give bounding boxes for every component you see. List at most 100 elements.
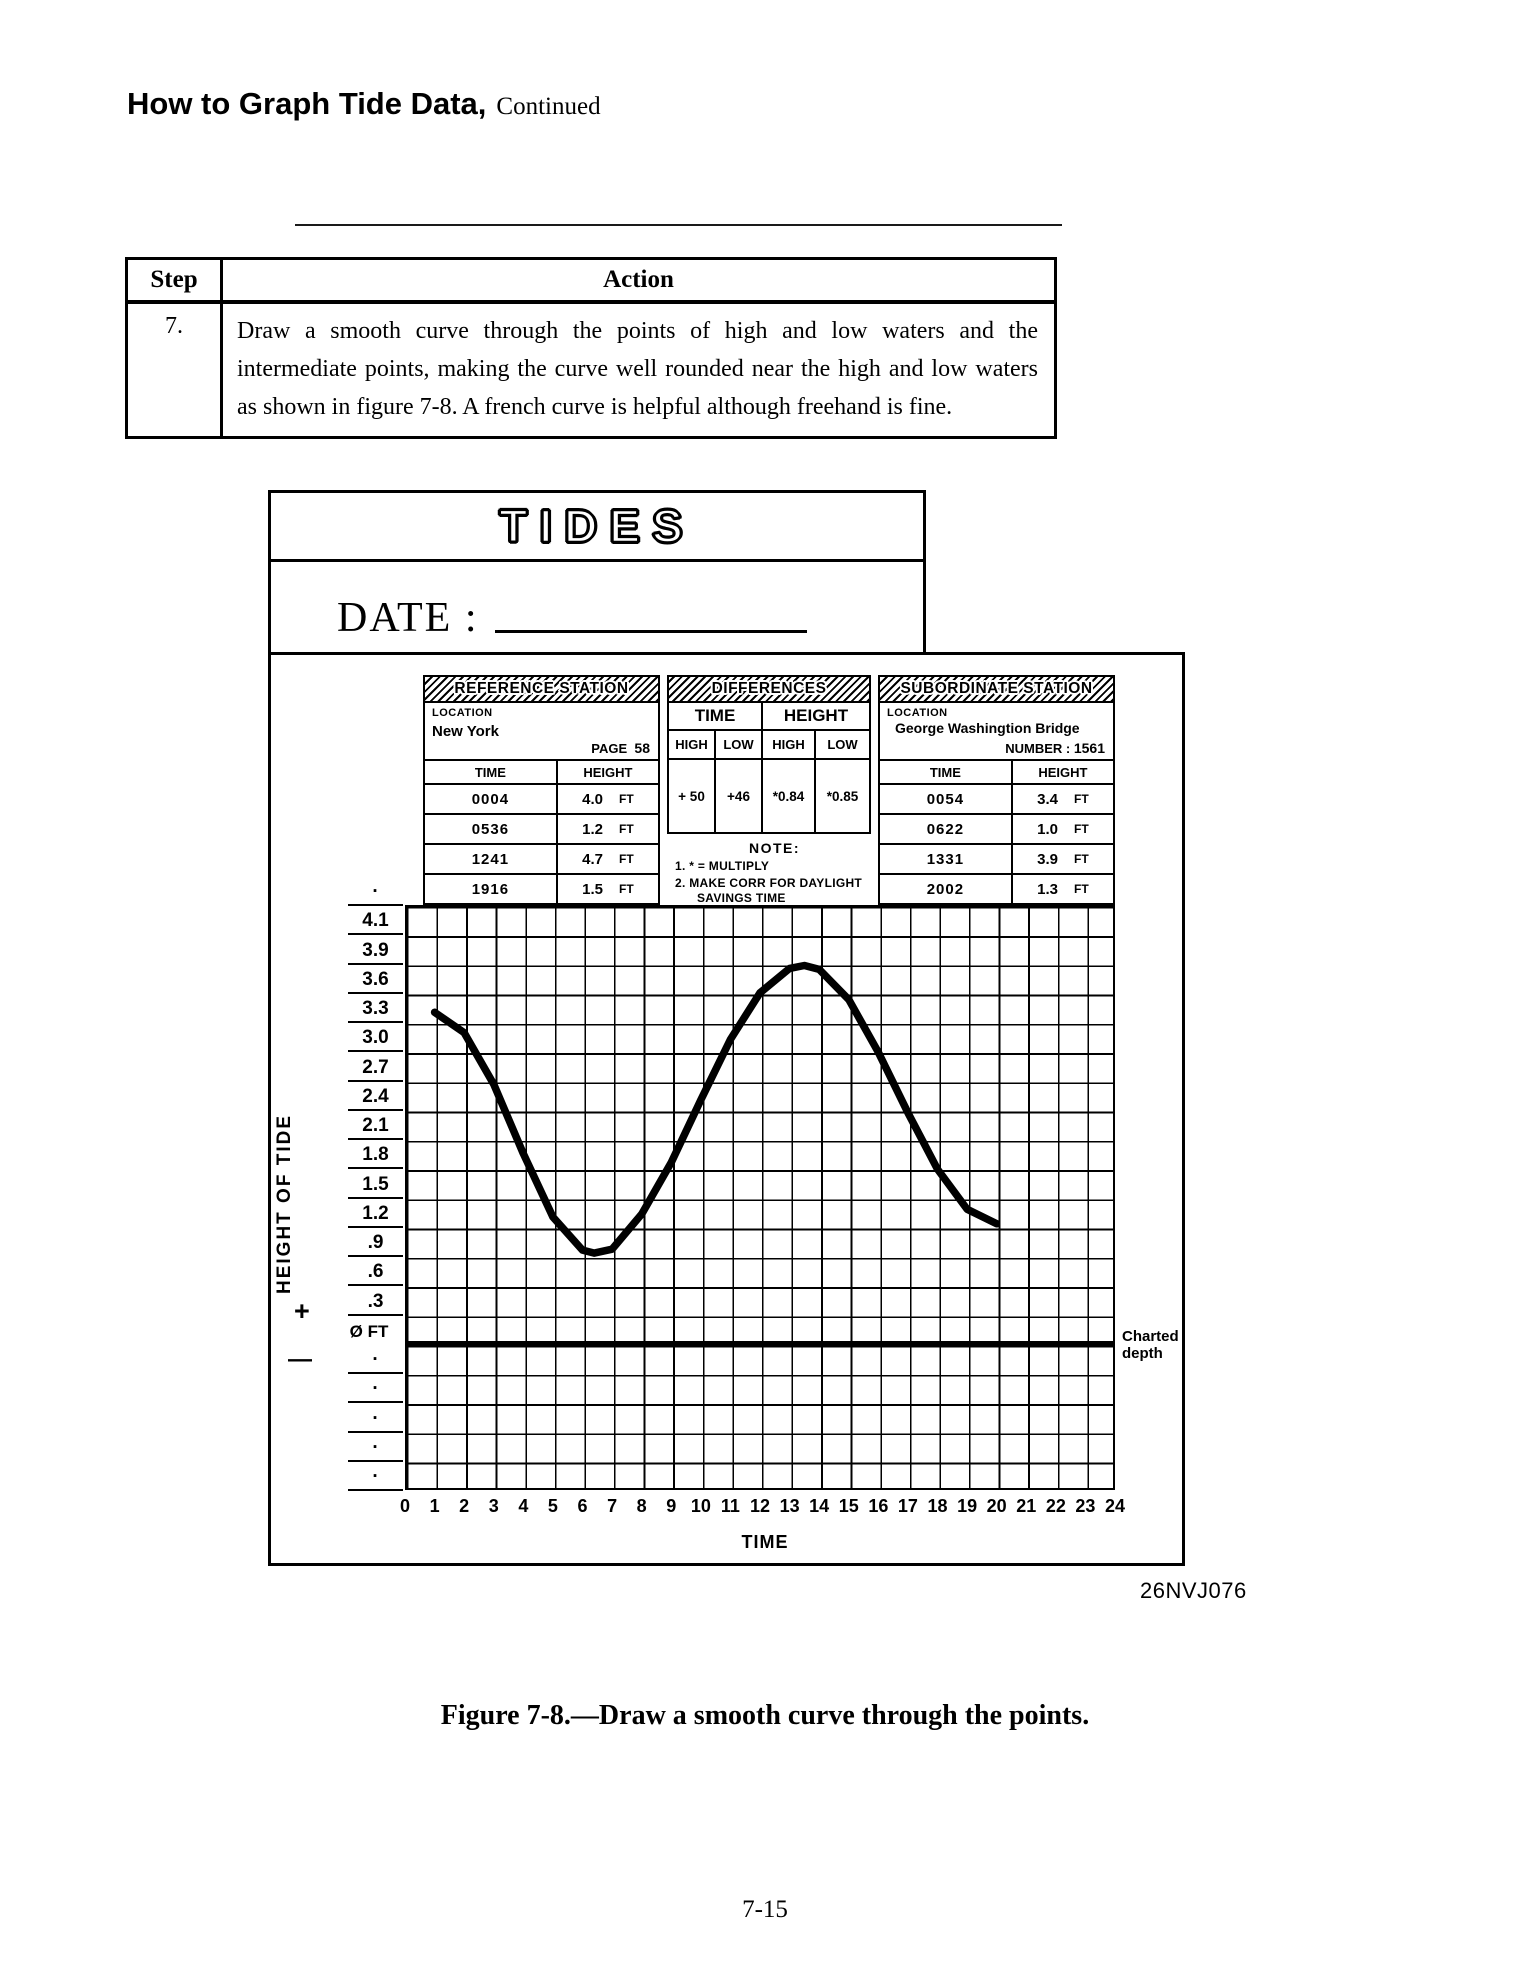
location-value: George Washingtion Bridge (895, 720, 1080, 736)
y-axis-label: 2.1 (362, 1115, 389, 1136)
page-title: How to Graph Tide Data, Continued (127, 86, 601, 122)
y-tick-line (348, 1108, 403, 1111)
y-tick-line (348, 1430, 403, 1433)
table-row: 7. Draw a smooth curve through the point… (128, 304, 1054, 436)
x-axis-label: 11 (720, 1496, 740, 1516)
tide-curve (430, 961, 1001, 1257)
x-axis-label: 8 (636, 1496, 647, 1516)
height-unit: FT (1073, 792, 1089, 806)
height-column-header: HEIGHT (1038, 764, 1088, 780)
time-column-header: TIME (425, 761, 558, 783)
tide-time-value: 2002 (880, 875, 1013, 903)
y-axis-label: · (372, 881, 379, 902)
x-axis-label: 15 (838, 1496, 859, 1516)
note-block: NOTE: 1. * = MULTIPLY 2. MAKE CORR FOR D… (667, 840, 882, 905)
x-axis-label: 7 (607, 1496, 618, 1516)
height-unit: FT (1073, 852, 1089, 866)
height-unit: FT (618, 792, 634, 806)
figure-frame-right (1182, 652, 1185, 1566)
figure-separator-line (268, 652, 1185, 655)
tide-time-value: 1241 (425, 845, 558, 873)
y-tick-line (348, 1372, 403, 1374)
high-low-header-row: HIGH LOW HIGH LOW (669, 731, 869, 760)
y-tick-line (348, 991, 403, 994)
reference-location-block: LOCATION New York PAGE 58 (425, 703, 658, 761)
tide-height-value: 4.0 (582, 790, 603, 808)
y-axis-label: 1.8 (362, 1144, 389, 1166)
page-title-continued: Continued (496, 93, 601, 120)
subordinate-station-box: SUBORDINATE STATION LOCATION George Wash… (878, 675, 1115, 905)
figure-frame-bottom (268, 1563, 1185, 1566)
note-line-3: SAVINGS TIME (697, 891, 786, 905)
x-axis-label: 14 (809, 1496, 830, 1516)
reference-station-box: REFERENCE STATION LOCATION New York PAGE… (423, 675, 660, 905)
date-blank-line (494, 630, 807, 633)
y-axis-label: .9 (367, 1232, 384, 1253)
time-low-header: LOW (716, 731, 763, 758)
y-tick-line (348, 1138, 403, 1140)
x-axis-label: 9 (666, 1496, 677, 1516)
height-high-value: *0.84 (763, 760, 816, 832)
figure-caption: Figure 7-8.—Draw a smooth curve through … (440, 1700, 1090, 1731)
y-tick-line (348, 1489, 403, 1491)
x-axis-label: 21 (1016, 1496, 1037, 1516)
tides-title: TIDES (498, 499, 695, 554)
x-axis-label: 18 (927, 1496, 948, 1516)
page-title-main: How to Graph Tide Data, (127, 86, 487, 121)
x-axis-label: 16 (868, 1496, 889, 1516)
column-header-row: TIME HEIGHT (425, 761, 658, 785)
tide-table-row: 1916 1.5 FT (425, 875, 658, 903)
page-number: 7-15 (742, 1896, 788, 1923)
tide-table-row: 0536 1.2 FT (425, 815, 658, 845)
x-axis-label: 2 (459, 1496, 470, 1516)
x-axis-label: 19 (957, 1496, 978, 1516)
note-line-2: 2. MAKE CORR FOR DAYLIGHT (675, 876, 863, 890)
y-tick-line (348, 1313, 403, 1316)
time-column-header: TIME (880, 761, 1013, 783)
y-axis-label: 2.4 (362, 1085, 389, 1107)
number-value: 1561 (1073, 740, 1105, 756)
subordinate-location-block: LOCATION George Washingtion Bridge NUMBE… (880, 703, 1113, 761)
note-title: NOTE: (748, 840, 801, 856)
tide-height-cell: 4.7 FT (558, 845, 658, 873)
figure-code: 26NVJ076 (1140, 1578, 1247, 1603)
y-axis-label: 4.1 (362, 910, 389, 932)
tide-time-value: 0536 (425, 815, 558, 843)
x-axis-label: 1 (429, 1496, 440, 1516)
tide-time-value: 1331 (880, 845, 1013, 873)
x-axis-label: 4 (518, 1496, 529, 1516)
location-label: LOCATION (887, 707, 948, 719)
x-axis-label: 10 (690, 1496, 711, 1516)
time-high-value: + 50 (669, 760, 716, 832)
tide-table-row: 1241 4.7 FT (425, 845, 658, 875)
step-number: 7. (128, 304, 223, 436)
tide-height-value: 1.2 (582, 820, 603, 838)
charted-depth-line (405, 1341, 1115, 1346)
differences-box: DIFFERENCES TIME HEIGHT HIGH LOW HIGH LO… (667, 675, 871, 834)
subordinate-station-table: LOCATION George Washingtion Bridge NUMBE… (878, 703, 1115, 905)
tide-height-cell: 3.9 FT (1013, 845, 1113, 873)
x-axis-label: 23 (1075, 1496, 1096, 1516)
station-number: NUMBER : 1561 (1005, 740, 1105, 756)
y-tick-line (348, 1401, 403, 1404)
page-label: PAGE (591, 741, 628, 756)
tide-time-value: 0004 (425, 785, 558, 813)
height-unit: FT (1073, 822, 1089, 836)
tide-height-value: 3.4 (1037, 790, 1058, 808)
height-unit: FT (618, 882, 634, 896)
y-axis-label: 1.2 (362, 1202, 389, 1224)
y-tick-line (348, 1255, 403, 1257)
location-value: New York (432, 723, 499, 740)
tide-height-value: 1.0 (1037, 820, 1058, 838)
plus-sign: + (294, 1296, 310, 1326)
tide-height-cell: 4.0 FT (558, 785, 658, 813)
x-axis-label: 13 (779, 1496, 800, 1516)
x-axis-label: 5 (547, 1496, 558, 1516)
action-text: Draw a smooth curve through the points o… (237, 318, 1038, 420)
x-axis-label: 24 (1104, 1496, 1126, 1516)
tide-height-cell: 1.5 FT (558, 875, 658, 903)
x-axis-label: 12 (749, 1496, 771, 1516)
tide-height-cell: 1.0 FT (1013, 815, 1113, 843)
y-axis-label: 3.0 (362, 1027, 389, 1049)
axis-labels-layer: · 4.1 3.9 3.6 3.3 3.0 2.7 2.4 2.1 1.8 1.5 1.2 .9 .6 .3… (268, 490, 1185, 1566)
